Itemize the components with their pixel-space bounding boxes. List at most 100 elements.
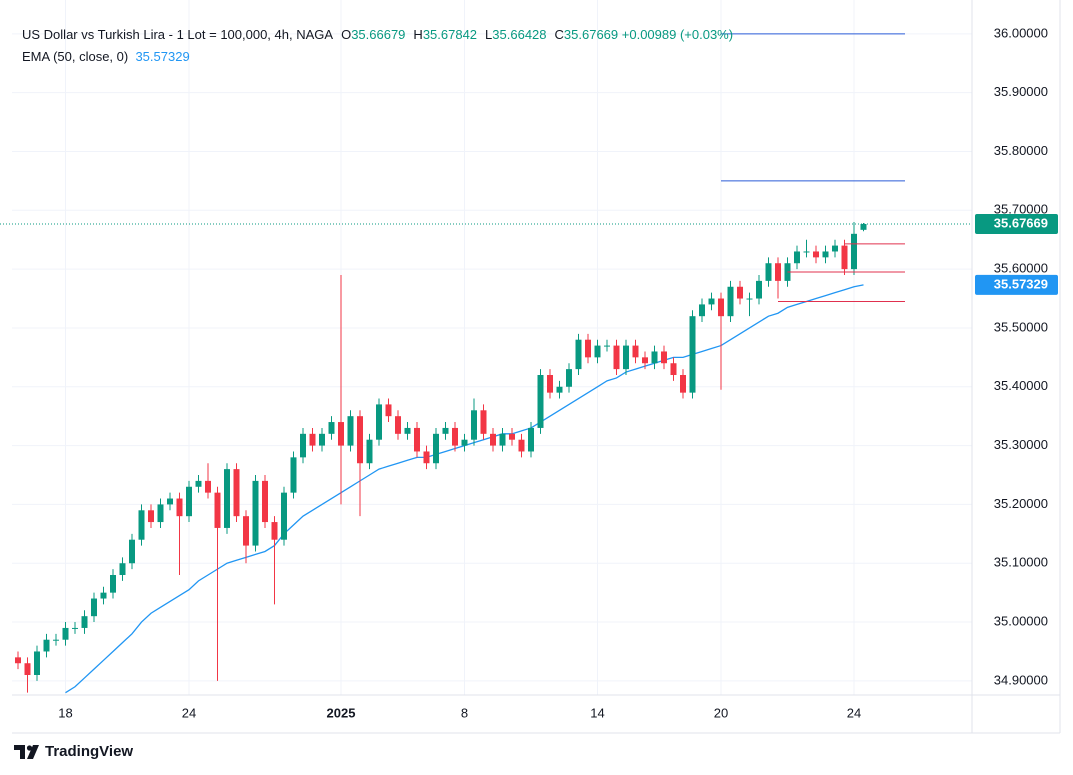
candle-body bbox=[205, 480, 211, 493]
ohlc-value: 35.66428 bbox=[492, 27, 547, 42]
ema-line: EMA (50, close, 0) 35.57329 bbox=[22, 46, 733, 68]
candle-body bbox=[62, 627, 69, 640]
candle-body bbox=[670, 363, 677, 375]
candle-body bbox=[138, 510, 145, 540]
ema-price-label: 35.57329 bbox=[994, 276, 1048, 291]
candle-body bbox=[214, 492, 221, 528]
ohlc-value: 35.67669 bbox=[563, 27, 619, 42]
y-tick-label: 35.90000 bbox=[994, 84, 1048, 99]
candle-body bbox=[110, 575, 116, 593]
candle-body bbox=[727, 286, 734, 317]
ohlc-key: L bbox=[485, 27, 493, 42]
candle-body bbox=[604, 345, 610, 347]
ohlc-value: 35.67842 bbox=[422, 27, 478, 42]
candle-body bbox=[642, 357, 648, 364]
x-tick-label: 2025 bbox=[327, 705, 356, 720]
x-tick-label: 18 bbox=[58, 705, 72, 720]
candle-body bbox=[832, 245, 838, 252]
candle-body bbox=[566, 369, 572, 387]
candle-body bbox=[385, 404, 392, 417]
candle-body bbox=[613, 345, 620, 370]
candle-body bbox=[357, 416, 363, 464]
y-tick-label: 34.90000 bbox=[994, 672, 1048, 687]
candle-body bbox=[623, 345, 629, 370]
legend: US Dollar vs Turkish Lira - 1 Lot = 100,… bbox=[22, 24, 733, 68]
candle-body bbox=[537, 375, 544, 428]
candle-body bbox=[737, 286, 743, 299]
plot: 34.90000 35.00000 35.10000 35.20000 35.30000… bbox=[0, 25, 1058, 720]
candle-body bbox=[575, 339, 582, 370]
y-tick-label: 36.00000 bbox=[994, 25, 1048, 40]
y-tick-label: 35.40000 bbox=[994, 378, 1048, 393]
candle-body bbox=[414, 427, 420, 452]
candle-body bbox=[585, 339, 591, 358]
candle-body bbox=[338, 422, 344, 446]
grid bbox=[12, 0, 972, 695]
candle-body bbox=[100, 592, 107, 599]
candle-body bbox=[746, 298, 753, 300]
y-tick-label: 35.30000 bbox=[994, 437, 1048, 452]
candle-body bbox=[91, 598, 97, 617]
ema-badge bbox=[975, 274, 1058, 295]
candle-body bbox=[775, 263, 781, 281]
candle-body bbox=[404, 427, 411, 434]
footer: TradingView bbox=[14, 743, 133, 760]
candle-body bbox=[794, 251, 800, 264]
y-tick-label: 35.10000 bbox=[994, 555, 1048, 570]
candle-body bbox=[81, 616, 88, 628]
candle-body bbox=[376, 404, 382, 440]
candle-body bbox=[860, 224, 867, 230]
candle-body bbox=[490, 433, 496, 446]
x-tick-label: 24 bbox=[182, 705, 196, 720]
ohlc-key: H bbox=[413, 27, 423, 42]
candle-body bbox=[129, 539, 135, 564]
candle-body bbox=[509, 433, 515, 440]
candle-body bbox=[471, 410, 477, 440]
candle-body bbox=[119, 563, 126, 575]
candle-body bbox=[699, 304, 705, 317]
ohlc-value: 35.66679 bbox=[351, 27, 406, 42]
candle-body bbox=[803, 251, 810, 253]
candle-body bbox=[556, 386, 563, 393]
candle-body bbox=[195, 480, 202, 487]
candle-body bbox=[328, 422, 335, 434]
price-label: 35.67669 bbox=[994, 215, 1048, 230]
candle-body bbox=[632, 345, 639, 358]
ohlc: O35.66679 H35.67842 L35.66428 C35.67669 bbox=[333, 27, 618, 42]
candle-body bbox=[528, 427, 534, 452]
candle-body bbox=[186, 486, 192, 517]
candle-body bbox=[518, 439, 525, 452]
candle-body bbox=[395, 416, 401, 434]
candle-body bbox=[461, 439, 468, 446]
x-tick-label: 8 bbox=[461, 705, 468, 720]
candle-body bbox=[851, 233, 857, 270]
candle-body bbox=[765, 263, 772, 281]
ohlc-key: O bbox=[341, 27, 352, 42]
candle-body bbox=[233, 469, 240, 517]
candle-body bbox=[319, 433, 325, 446]
candle-body bbox=[281, 492, 287, 540]
x-tick-label: 20 bbox=[714, 705, 728, 720]
y-tick-label: 35.70000 bbox=[994, 202, 1048, 217]
candle-body bbox=[689, 316, 696, 393]
ema-value: 35.57329 bbox=[135, 49, 190, 64]
candle-body bbox=[756, 280, 762, 299]
candle-body bbox=[43, 639, 50, 652]
candle-body bbox=[15, 657, 21, 664]
ema-name: EMA (50, close, 0) bbox=[22, 49, 129, 64]
candle-body bbox=[813, 251, 819, 258]
candle-body bbox=[24, 663, 31, 675]
candle-body bbox=[290, 457, 297, 493]
candle-body bbox=[452, 427, 458, 446]
y-tick-label: 35.00000 bbox=[994, 613, 1048, 628]
y-tick-label: 35.60000 bbox=[994, 261, 1048, 276]
price-badge bbox=[975, 214, 1058, 235]
candle-body bbox=[148, 510, 154, 523]
candle-body bbox=[252, 480, 259, 546]
candle-body bbox=[243, 516, 249, 546]
candle-body bbox=[708, 298, 715, 305]
symbol-line: US Dollar vs Turkish Lira - 1 Lot = 100,… bbox=[22, 24, 733, 46]
candle-body bbox=[309, 433, 316, 446]
